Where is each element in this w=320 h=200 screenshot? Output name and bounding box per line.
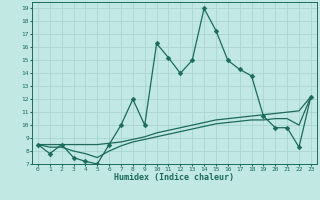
X-axis label: Humidex (Indice chaleur): Humidex (Indice chaleur) <box>115 173 234 182</box>
